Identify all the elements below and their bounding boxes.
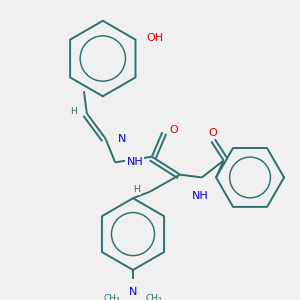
- Text: N: N: [118, 134, 126, 144]
- Text: NH: NH: [192, 191, 208, 201]
- Text: H: H: [70, 107, 77, 116]
- Text: NH: NH: [126, 158, 143, 167]
- Text: O: O: [209, 128, 218, 138]
- Text: OH: OH: [147, 33, 164, 43]
- Text: O: O: [170, 125, 178, 135]
- Text: CH₃: CH₃: [104, 294, 121, 300]
- Text: N: N: [129, 287, 137, 297]
- Text: H: H: [134, 185, 140, 194]
- Text: CH₃: CH₃: [146, 294, 162, 300]
